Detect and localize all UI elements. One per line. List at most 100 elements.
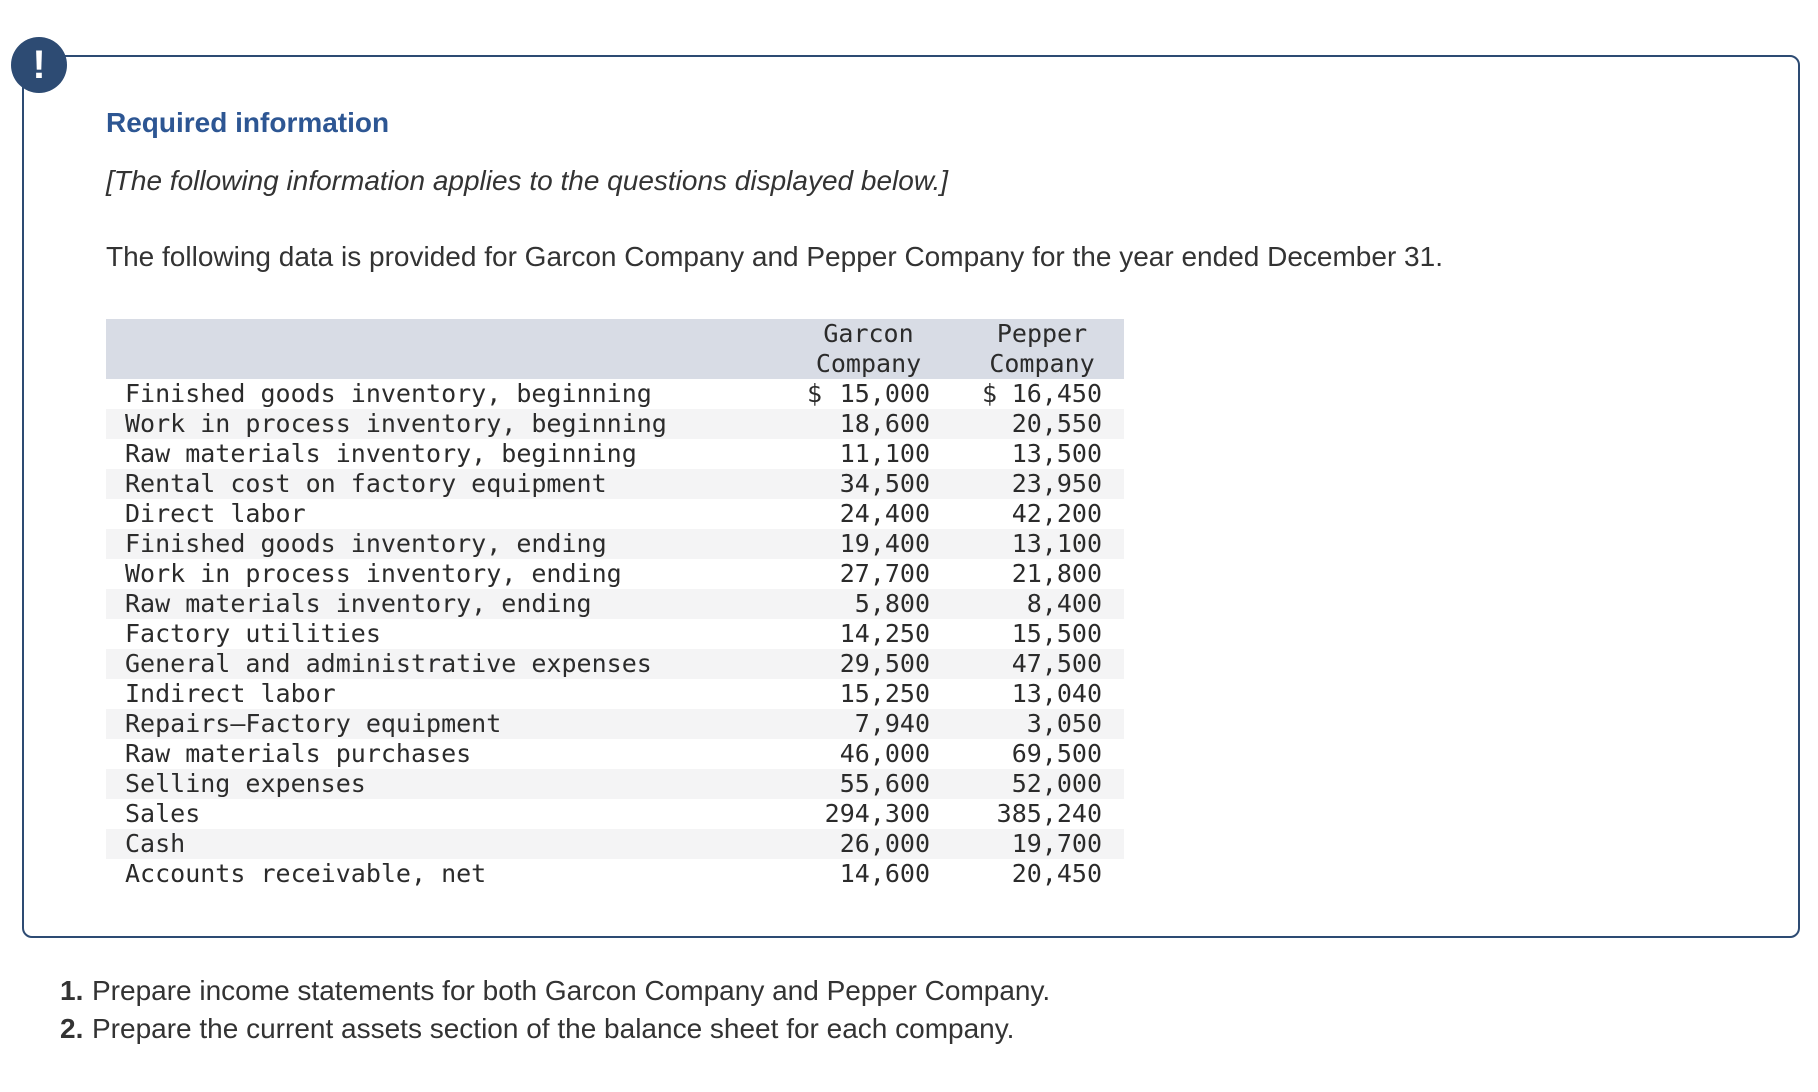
gap-cell bbox=[930, 589, 982, 619]
pad-cell bbox=[1102, 619, 1124, 649]
row-label: Rental cost on factory equipment bbox=[125, 469, 607, 498]
table-row: Direct labor 24,400 42,200 bbox=[106, 499, 1124, 529]
row-label: Raw materials purchases bbox=[125, 739, 472, 768]
table-row: Accounts receivable, net 14,600 20,450 bbox=[106, 859, 1124, 889]
pepper-value: 20,550 bbox=[1011, 409, 1102, 438]
gap-cell bbox=[930, 769, 982, 799]
pepper-value: 13,500 bbox=[1011, 439, 1102, 468]
pad-cell bbox=[1102, 829, 1124, 859]
table-row: Repairs–Factory equipment 7,940 3,050 bbox=[106, 709, 1124, 739]
pad-cell bbox=[1102, 739, 1124, 769]
table-row: Raw materials purchases 46,000 69,500 bbox=[106, 739, 1124, 769]
gap-cell bbox=[930, 439, 982, 469]
question-number: 1. bbox=[60, 975, 84, 1006]
row-label: Repairs–Factory equipment bbox=[125, 709, 502, 738]
pad-cell bbox=[1102, 799, 1124, 829]
garcon-value: 7,940 bbox=[854, 709, 930, 738]
row-label: Selling expenses bbox=[125, 769, 366, 798]
gap-cell bbox=[930, 829, 982, 859]
header-pepper-line2: Company bbox=[989, 349, 1095, 378]
row-label: Finished goods inventory, beginning bbox=[125, 379, 652, 408]
pepper-value: 8,400 bbox=[1026, 589, 1102, 618]
garcon-dollar-sign: $ bbox=[807, 379, 823, 408]
gap-cell bbox=[930, 409, 982, 439]
table-body: Finished goods inventory, beginning $ 15… bbox=[106, 379, 1124, 889]
pad-cell bbox=[1102, 409, 1124, 439]
table-row: Rental cost on factory equipment 34,500 … bbox=[106, 469, 1124, 499]
pad-cell bbox=[1102, 439, 1124, 469]
table-row: Work in process inventory, beginning 18,… bbox=[106, 409, 1124, 439]
garcon-value: 26,000 bbox=[839, 829, 930, 858]
row-label: Sales bbox=[125, 799, 201, 828]
table-row: Factory utilities 14,250 15,500 bbox=[106, 619, 1124, 649]
gap-cell bbox=[930, 469, 982, 499]
garcon-value: 29,500 bbox=[839, 649, 930, 678]
pepper-value: 3,050 bbox=[1026, 709, 1102, 738]
gap-cell bbox=[930, 529, 982, 559]
pepper-value: 52,000 bbox=[1011, 769, 1102, 798]
gap-cell bbox=[930, 379, 982, 409]
table-row: General and administrative expenses 29,5… bbox=[106, 649, 1124, 679]
row-label: Work in process inventory, beginning bbox=[125, 409, 667, 438]
pepper-value: 13,100 bbox=[1011, 529, 1102, 558]
gap-cell bbox=[930, 799, 982, 829]
header-garcon-company: Garcon Company bbox=[807, 319, 930, 379]
garcon-value: 19,400 bbox=[839, 529, 930, 558]
header-garcon-line1: Garcon bbox=[823, 319, 914, 348]
gap-cell bbox=[930, 619, 982, 649]
pad-cell bbox=[1102, 679, 1124, 709]
pad-cell bbox=[1102, 499, 1124, 529]
garcon-value: 15,250 bbox=[839, 679, 930, 708]
pepper-value: 385,240 bbox=[996, 799, 1102, 828]
pepper-value: 13,040 bbox=[1011, 679, 1102, 708]
required-information-panel: Required information [The following info… bbox=[22, 55, 1800, 938]
table-row: Finished goods inventory, beginning $ 15… bbox=[106, 379, 1124, 409]
question-item: 2. Prepare the current assets section of… bbox=[60, 1010, 1050, 1048]
gap-cell bbox=[930, 859, 982, 889]
table-row: Cash 26,000 19,700 bbox=[106, 829, 1124, 859]
row-label: Work in process inventory, ending bbox=[125, 559, 622, 588]
exclamation-icon: ! bbox=[11, 37, 67, 93]
question-number: 2. bbox=[60, 1013, 84, 1044]
row-label: Cash bbox=[125, 829, 186, 858]
header-pepper-company: Pepper Company bbox=[982, 319, 1102, 379]
header-garcon-line2: Company bbox=[815, 349, 922, 378]
panel-title: Required information bbox=[106, 107, 390, 138]
row-label: Raw materials inventory, beginning bbox=[125, 439, 637, 468]
garcon-value: 24,400 bbox=[839, 499, 930, 528]
row-label: Finished goods inventory, ending bbox=[125, 529, 607, 558]
pad-cell bbox=[1102, 769, 1124, 799]
pepper-value: 23,950 bbox=[1011, 469, 1102, 498]
pepper-value: 47,500 bbox=[1011, 649, 1102, 678]
pepper-value: 21,800 bbox=[1011, 559, 1102, 588]
row-label: Accounts receivable, net bbox=[125, 859, 487, 888]
garcon-value: 15,000 bbox=[839, 379, 930, 408]
pad-cell bbox=[1102, 529, 1124, 559]
gap-cell bbox=[930, 709, 982, 739]
garcon-value: 55,600 bbox=[839, 769, 930, 798]
row-label: General and administrative expenses bbox=[125, 649, 652, 678]
row-label: Raw materials inventory, ending bbox=[125, 589, 592, 618]
company-data-table: Garcon Company Pepper Company Finished g… bbox=[106, 319, 1124, 889]
garcon-value: 18,600 bbox=[839, 409, 930, 438]
question-item: 1. Prepare income statements for both Ga… bbox=[60, 972, 1050, 1010]
pepper-value: 19,700 bbox=[1011, 829, 1102, 858]
pad-cell bbox=[1102, 709, 1124, 739]
table-row: Selling expenses 55,600 52,000 bbox=[106, 769, 1124, 799]
panel-note: [The following information applies to th… bbox=[106, 165, 949, 196]
gap-cell bbox=[930, 679, 982, 709]
header-label-spacer bbox=[106, 319, 807, 379]
gap-cell bbox=[930, 499, 982, 529]
garcon-value: 27,700 bbox=[839, 559, 930, 588]
gap-cell bbox=[930, 739, 982, 769]
table-row: Work in process inventory, ending 27,700… bbox=[106, 559, 1124, 589]
pepper-value: 15,500 bbox=[1011, 619, 1102, 648]
pepper-value: 16,450 bbox=[1011, 379, 1102, 408]
table-row: Sales 294,300 385,240 bbox=[106, 799, 1124, 829]
table-header: Garcon Company Pepper Company bbox=[106, 319, 1124, 379]
table-header-row: Garcon Company Pepper Company bbox=[106, 319, 1124, 379]
pepper-value: 42,200 bbox=[1011, 499, 1102, 528]
pepper-value: 20,450 bbox=[1011, 859, 1102, 888]
pad-cell bbox=[1102, 559, 1124, 589]
